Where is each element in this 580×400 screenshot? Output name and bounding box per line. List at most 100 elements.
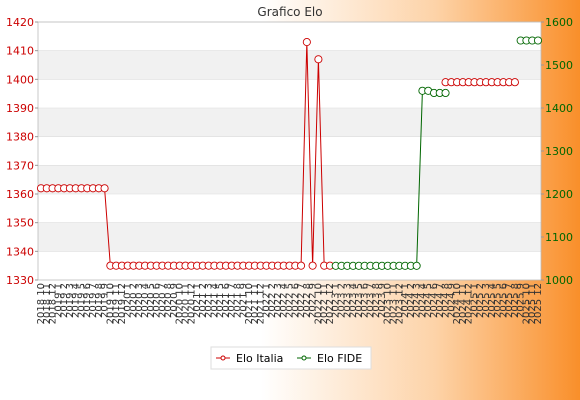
x-tick-label: 2019 8: [94, 283, 105, 318]
x-tick-label: 2022 12: [325, 283, 336, 324]
right-tick-label: 1000: [545, 274, 573, 287]
series-layer: [36, 36, 543, 270]
x-tick-label: 2020 11: [180, 283, 191, 324]
left-tick-label: 1350: [6, 217, 34, 230]
x-tick-label: 2019 7: [88, 283, 99, 318]
right-y-axis: 1000 1100 1200 1300 1400 1500 1600: [541, 16, 573, 287]
left-tick-label: 1390: [6, 102, 34, 115]
legend-label-italia: Elo Italia: [236, 352, 283, 365]
x-tick-label: 2023 10: [383, 283, 394, 324]
x-tick-label: 2022 2: [267, 283, 278, 318]
x-tick-label: 2019 10: [105, 283, 116, 324]
left-tick-label: 1330: [6, 274, 34, 287]
x-tick-label: 2020 7: [157, 283, 168, 318]
x-tick-label: 2023 5: [354, 283, 365, 318]
series-1: [331, 36, 543, 270]
x-tick-label: 2022 7: [296, 283, 307, 318]
x-tick-label: 2023 12: [394, 283, 405, 324]
x-tick-label: 2022 4: [279, 283, 290, 318]
x-tick-label: 2023 4: [348, 283, 359, 318]
x-tick-label: 2025 7: [504, 283, 515, 318]
x-tick-label: 2023 6: [360, 283, 371, 318]
x-tick-label: 2025 12: [533, 283, 544, 324]
data-point: [533, 36, 543, 45]
left-tick-label: 1370: [6, 159, 34, 172]
right-tick-label: 1300: [545, 145, 573, 158]
x-tick-label: 2024 10: [452, 283, 463, 324]
legend-marker-fide: [301, 355, 307, 361]
x-tick-label: 2019 12: [117, 283, 128, 324]
x-tick-label: 2018 10: [36, 283, 47, 324]
x-tick-label: 2022 11: [319, 283, 330, 324]
left-tick-label: 1400: [6, 73, 34, 86]
x-tick-label: 2023 1: [331, 283, 342, 318]
x-tick-label: 2019 2: [59, 283, 70, 318]
x-tick-label: 2020 8: [163, 283, 174, 318]
x-tick-label: 2024 4: [417, 283, 428, 318]
x-tick-label: 2023 11: [389, 283, 400, 324]
x-tick-label: 2022 3: [273, 283, 284, 318]
x-tick-label: 2021 8: [232, 283, 243, 318]
x-tick-label: 2023 3: [342, 283, 353, 318]
chart-title: Grafico Elo: [257, 5, 322, 19]
x-tick-label: 2021 2: [198, 283, 209, 318]
x-tick-label: 2025 6: [498, 283, 509, 318]
x-tick-label: 2021 9: [238, 283, 249, 318]
legend-marker-italia: [220, 355, 226, 361]
x-tick-label: 2021 3: [204, 283, 215, 318]
left-tick-label: 1420: [6, 16, 34, 29]
legend-box: [210, 346, 372, 370]
x-tick-label: 2021 4: [209, 283, 220, 318]
x-tick-label: 2021 7: [227, 283, 238, 318]
data-point: [302, 38, 311, 47]
x-tick-label: 2020 6: [152, 283, 163, 318]
x-tick-label: 2025 4: [487, 283, 498, 318]
legend-label-fide: Elo FIDE: [317, 352, 362, 365]
data-point: [441, 88, 450, 97]
x-tick-label: 2018 11: [42, 283, 53, 324]
right-tick-label: 1200: [545, 188, 573, 201]
x-tick-label: 2025 9: [516, 283, 527, 318]
x-tick-label: 2022 5: [285, 283, 296, 318]
left-tick-label: 1360: [6, 188, 34, 201]
left-y-axis: 1330 1340 1350 1360 1370 1380 1390 1400 1410 1420: [6, 16, 38, 287]
x-tick-label: 2019 1: [53, 283, 64, 318]
left-tick-label: 1410: [6, 45, 34, 58]
x-tick-label: 2020 12: [186, 283, 197, 324]
x-tick-label: 2024 1: [400, 283, 411, 318]
x-tick-label: 2023 2: [337, 283, 348, 318]
data-point: [412, 261, 421, 270]
series-0: [36, 38, 519, 270]
x-tick-label: 2025 10: [521, 283, 532, 324]
left-tick-label: 1380: [6, 131, 34, 144]
x-tick-label: 2024 6: [429, 283, 440, 318]
x-tick-label: 2020 1: [123, 283, 134, 318]
x-tick-label: 2024 2: [406, 283, 417, 318]
legend: Elo Italia Elo FIDE: [210, 346, 372, 370]
x-tick-label: 2025 5: [493, 283, 504, 318]
x-tick-label: 2024 8: [441, 283, 452, 318]
x-tick-label: 2020 2: [128, 283, 139, 318]
x-tick-label: 2025 11: [527, 283, 538, 324]
data-point: [100, 184, 109, 193]
x-tick-label: 2025 1: [469, 283, 480, 318]
right-tick-label: 1600: [545, 16, 573, 29]
grid-band: [38, 108, 541, 137]
x-tick-label: 2023 8: [371, 283, 382, 318]
right-tick-label: 1100: [545, 231, 573, 244]
x-tick-label: 2019 6: [82, 283, 93, 318]
x-tick-label: 2019 5: [76, 283, 87, 318]
right-tick-label: 1500: [545, 59, 573, 72]
x-tick-label: 2023 9: [377, 283, 388, 318]
left-tick-label: 1340: [6, 245, 34, 258]
x-tick-label: 2025 8: [510, 283, 521, 318]
right-tick-label: 1400: [545, 102, 573, 115]
x-tick-label: 2021 10: [244, 283, 255, 324]
grid-band: [38, 165, 541, 194]
x-tick-label: 2019 4: [71, 283, 82, 318]
x-tick-label: 2025 3: [481, 283, 492, 318]
x-tick-label: 2024 5: [423, 283, 434, 318]
x-tick-label: 2022 10: [313, 283, 324, 324]
x-tick-label: 2020 10: [175, 283, 186, 324]
